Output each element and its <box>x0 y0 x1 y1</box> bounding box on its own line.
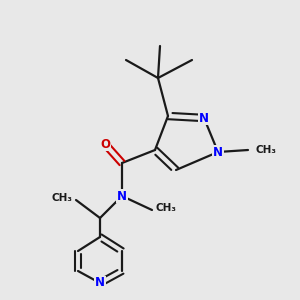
Text: CH₃: CH₃ <box>156 203 177 213</box>
Text: N: N <box>95 277 105 290</box>
Text: N: N <box>117 190 127 202</box>
Text: O: O <box>100 137 110 151</box>
Text: N: N <box>199 112 209 124</box>
Text: CH₃: CH₃ <box>256 145 277 155</box>
Text: N: N <box>213 146 223 158</box>
Text: CH₃: CH₃ <box>51 193 72 203</box>
